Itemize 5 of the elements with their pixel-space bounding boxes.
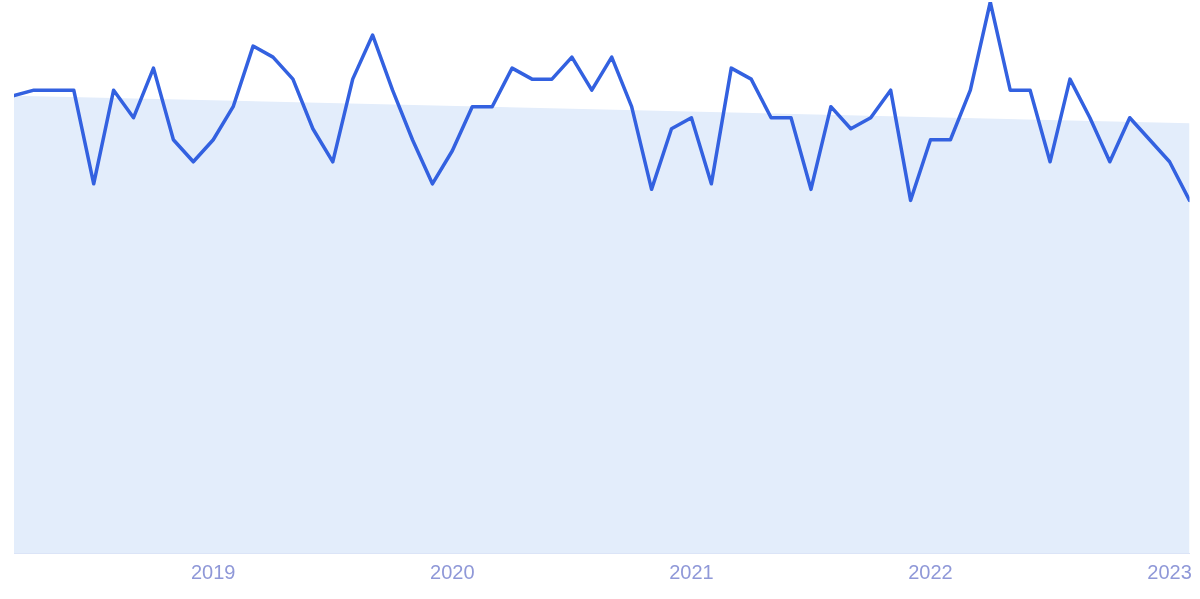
x-tick-label: 2021 bbox=[669, 560, 714, 583]
x-tick-label: 2023 bbox=[1147, 560, 1192, 583]
x-tick-label: 2019 bbox=[190, 560, 236, 583]
x-tick-label: 2020 bbox=[430, 560, 475, 583]
x-tick-label: 2022 bbox=[908, 560, 953, 583]
